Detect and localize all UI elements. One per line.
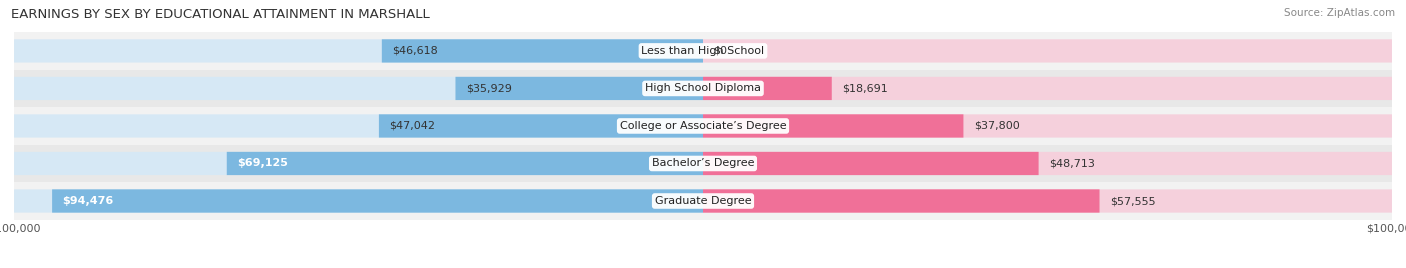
- Text: College or Associate’s Degree: College or Associate’s Degree: [620, 121, 786, 131]
- Text: $47,042: $47,042: [389, 121, 436, 131]
- FancyBboxPatch shape: [14, 77, 703, 100]
- Text: Bachelor’s Degree: Bachelor’s Degree: [652, 158, 754, 169]
- Text: $57,555: $57,555: [1109, 196, 1156, 206]
- FancyBboxPatch shape: [703, 114, 1392, 137]
- Text: $69,125: $69,125: [238, 158, 288, 169]
- FancyBboxPatch shape: [703, 77, 1392, 100]
- FancyBboxPatch shape: [14, 39, 703, 62]
- FancyBboxPatch shape: [703, 114, 963, 137]
- Text: $0: $0: [713, 46, 727, 56]
- FancyBboxPatch shape: [52, 189, 703, 213]
- FancyBboxPatch shape: [14, 114, 703, 137]
- FancyBboxPatch shape: [226, 152, 703, 175]
- Text: Source: ZipAtlas.com: Source: ZipAtlas.com: [1284, 8, 1395, 18]
- FancyBboxPatch shape: [703, 152, 1039, 175]
- Bar: [14, 70, 1392, 107]
- Bar: [14, 32, 1392, 70]
- FancyBboxPatch shape: [378, 114, 703, 137]
- Text: $46,618: $46,618: [392, 46, 437, 56]
- FancyBboxPatch shape: [456, 77, 703, 100]
- Text: $18,691: $18,691: [842, 83, 887, 94]
- FancyBboxPatch shape: [703, 77, 832, 100]
- Text: High School Diploma: High School Diploma: [645, 83, 761, 94]
- Text: EARNINGS BY SEX BY EDUCATIONAL ATTAINMENT IN MARSHALL: EARNINGS BY SEX BY EDUCATIONAL ATTAINMEN…: [11, 8, 430, 21]
- FancyBboxPatch shape: [382, 39, 703, 62]
- Bar: [14, 145, 1392, 182]
- FancyBboxPatch shape: [703, 152, 1392, 175]
- Bar: [14, 107, 1392, 145]
- FancyBboxPatch shape: [703, 189, 1392, 213]
- FancyBboxPatch shape: [14, 189, 703, 213]
- FancyBboxPatch shape: [703, 189, 1099, 213]
- Text: $94,476: $94,476: [62, 196, 114, 206]
- Text: Graduate Degree: Graduate Degree: [655, 196, 751, 206]
- Text: $35,929: $35,929: [465, 83, 512, 94]
- FancyBboxPatch shape: [14, 152, 703, 175]
- Text: $48,713: $48,713: [1049, 158, 1095, 169]
- Text: $37,800: $37,800: [974, 121, 1019, 131]
- FancyBboxPatch shape: [703, 39, 1392, 62]
- Text: Less than High School: Less than High School: [641, 46, 765, 56]
- Bar: [14, 182, 1392, 220]
